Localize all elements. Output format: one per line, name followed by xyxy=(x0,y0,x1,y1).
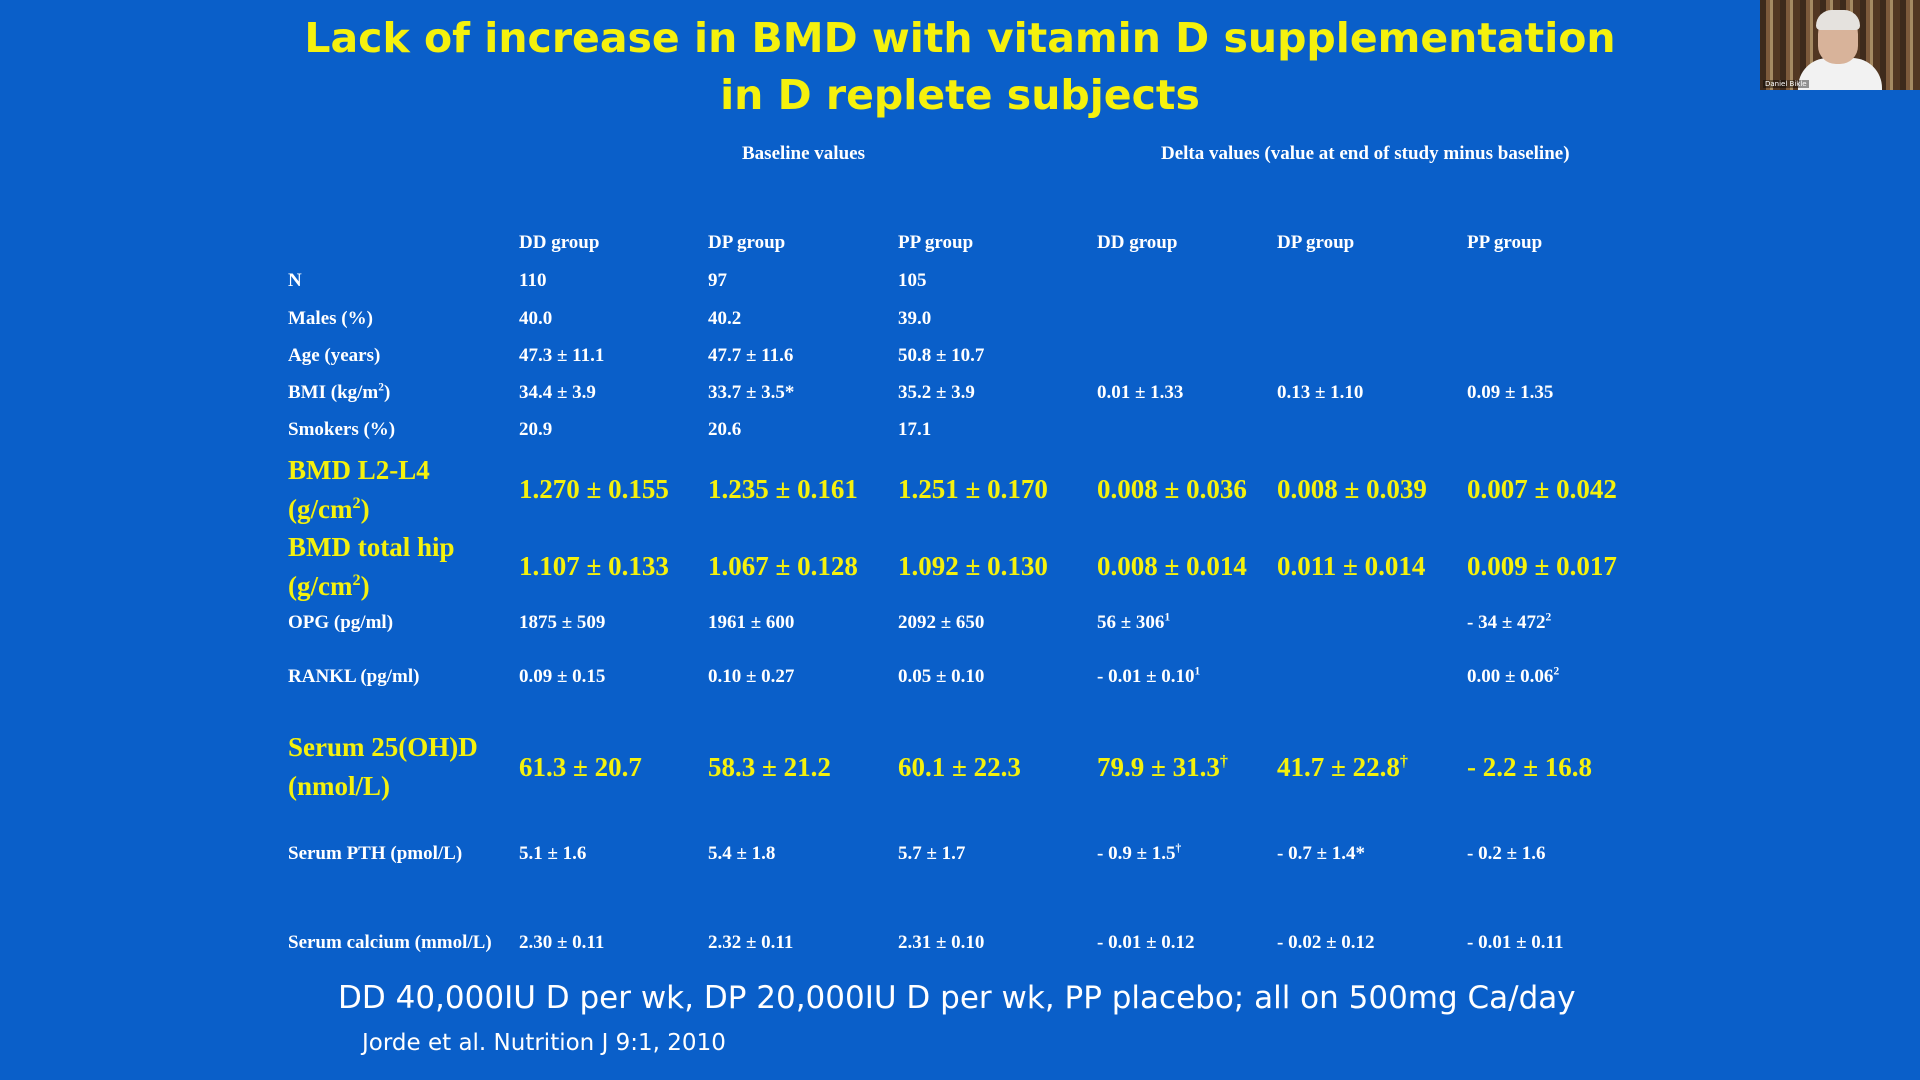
cell-pth-baseline-pp: 5.7 ± 1.7 xyxy=(898,843,966,864)
speaker-name-label: Daniel Bikle xyxy=(1763,80,1809,88)
cell-n-baseline-dp: 97 xyxy=(708,270,727,291)
cell-rankl-delta-pp: 0.00 ± 0.062 xyxy=(1467,665,1560,687)
row-label-rankl: RANKL (pg/ml) xyxy=(288,666,420,687)
row-label-opg: OPG (pg/ml) xyxy=(288,612,394,633)
cell-bmd-hip-delta-dd: 0.008 ± 0.014 xyxy=(1097,551,1247,581)
webcam-thumbnail[interactable]: Daniel Bikle xyxy=(1760,0,1920,90)
cell-bmd-l2-l4-baseline-pp: 1.251 ± 0.170 xyxy=(898,474,1048,504)
speaker-hair xyxy=(1816,10,1860,30)
cell-bmd-l2-l4-delta-dp: 0.008 ± 0.039 xyxy=(1277,474,1427,504)
cell-bmd-hip-delta-dp: 0.011 ± 0.014 xyxy=(1277,551,1426,581)
cell-calcium-delta-dp: - 0.02 ± 0.12 xyxy=(1277,932,1375,953)
cell-25ohd-baseline-dd: 61.3 ± 20.7 xyxy=(519,752,642,782)
row-label-serum-calcium: Serum calcium (mmol/L) xyxy=(288,932,492,953)
cell-bmd-l2-l4-delta-dd: 0.008 ± 0.036 xyxy=(1097,474,1247,504)
cell-rankl-baseline-pp: 0.05 ± 0.10 xyxy=(898,666,985,687)
cell-25ohd-baseline-dp: 58.3 ± 21.2 xyxy=(708,752,831,782)
cell-bmd-hip-baseline-dd: 1.107 ± 0.133 xyxy=(519,551,669,581)
row-label-bmd-l2-l4: BMD L2-L4 (g/cm2) xyxy=(288,455,430,524)
cell-calcium-baseline-dd: 2.30 ± 0.11 xyxy=(519,932,605,953)
row-label-bmi: BMI (kg/m2) xyxy=(288,381,391,403)
cell-opg-delta-dd: 56 ± 3061 xyxy=(1097,611,1171,633)
cell-age-baseline-pp: 50.8 ± 10.7 xyxy=(898,345,985,366)
cell-bmd-hip-delta-pp: 0.009 ± 0.017 xyxy=(1467,551,1617,581)
cell-n-baseline-dd: 110 xyxy=(519,270,547,291)
cell-25ohd-delta-dp: 41.7 ± 22.8† xyxy=(1277,752,1408,782)
cell-calcium-baseline-dp: 2.32 ± 0.11 xyxy=(708,932,794,953)
cell-opg-baseline-dd: 1875 ± 509 xyxy=(519,612,606,633)
slide-title: Lack of increase in BMD with vitamin D s… xyxy=(304,14,1616,119)
cell-n-baseline-pp: 105 xyxy=(898,270,927,291)
row-label-serum-pth: Serum PTH (pmol/L) xyxy=(288,843,463,864)
cell-smokers-baseline-dd: 20.9 xyxy=(519,419,553,440)
cell-25ohd-baseline-pp: 60.1 ± 22.3 xyxy=(898,752,1021,782)
cell-opg-baseline-pp: 2092 ± 650 xyxy=(898,612,985,633)
cell-age-baseline-dp: 47.7 ± 11.6 xyxy=(708,345,794,366)
cell-calcium-baseline-pp: 2.31 ± 0.10 xyxy=(898,932,985,953)
cell-bmi-baseline-pp: 35.2 ± 3.9 xyxy=(898,382,975,403)
cell-bmd-l2-l4-baseline-dd: 1.270 ± 0.155 xyxy=(519,474,669,504)
row-label-n: N xyxy=(288,270,302,291)
dosing-footnote: DD 40,000IU D per wk, DP 20,000IU D per … xyxy=(338,980,1576,1016)
cell-males-baseline-dd: 40.0 xyxy=(519,308,553,329)
row-label-bmd-total-hip: BMD total hip (g/cm2) xyxy=(288,532,455,601)
row-label-age: Age (years) xyxy=(288,345,381,366)
row-label-males: Males (%) xyxy=(288,308,373,329)
cell-rankl-delta-dd: - 0.01 ± 0.101 xyxy=(1097,665,1201,687)
col-header-baseline-dp: DP group xyxy=(708,232,786,253)
cell-smokers-baseline-dp: 20.6 xyxy=(708,419,742,440)
row-label-smokers: Smokers (%) xyxy=(288,419,396,440)
cell-bmi-delta-dp: 0.13 ± 1.10 xyxy=(1277,382,1364,403)
cell-pth-delta-dp: - 0.7 ± 1.4* xyxy=(1277,843,1366,864)
cell-males-baseline-dp: 40.2 xyxy=(708,308,742,329)
cell-age-baseline-dd: 47.3 ± 11.1 xyxy=(519,345,605,366)
cell-bmi-delta-dd: 0.01 ± 1.33 xyxy=(1097,382,1184,403)
cell-bmi-baseline-dp: 33.7 ± 3.5* xyxy=(708,382,795,403)
cell-pth-baseline-dp: 5.4 ± 1.8 xyxy=(708,843,776,864)
cell-males-baseline-pp: 39.0 xyxy=(898,308,932,329)
cell-bmi-delta-pp: 0.09 ± 1.35 xyxy=(1467,382,1554,403)
row-label-serum-25ohd: Serum 25(OH)D (nmol/L) xyxy=(288,732,478,801)
cell-opg-baseline-dp: 1961 ± 600 xyxy=(708,612,795,633)
cell-bmi-baseline-dd: 34.4 ± 3.9 xyxy=(519,382,596,403)
col-header-delta-dd: DD group xyxy=(1097,232,1178,253)
cell-25ohd-delta-dd: 79.9 ± 31.3† xyxy=(1097,752,1228,782)
cell-25ohd-delta-pp: - 2.2 ± 16.8 xyxy=(1467,752,1593,782)
citation: Jorde et al. Nutrition J 9:1, 2010 xyxy=(362,1030,726,1056)
cell-calcium-delta-dd: - 0.01 ± 0.12 xyxy=(1097,932,1195,953)
cell-pth-delta-pp: - 0.2 ± 1.6 xyxy=(1467,843,1546,864)
cell-bmd-l2-l4-baseline-dp: 1.235 ± 0.161 xyxy=(708,474,858,504)
cell-pth-delta-dd: - 0.9 ± 1.5† xyxy=(1097,842,1182,864)
cell-bmd-hip-baseline-pp: 1.092 ± 0.130 xyxy=(898,551,1048,581)
col-header-baseline-dd: DD group xyxy=(519,232,600,253)
cell-bmd-hip-baseline-dp: 1.067 ± 0.128 xyxy=(708,551,858,581)
cell-rankl-baseline-dd: 0.09 ± 0.15 xyxy=(519,666,606,687)
cell-rankl-baseline-dp: 0.10 ± 0.27 xyxy=(708,666,795,687)
delta-header: Delta values (value at end of study minu… xyxy=(1161,143,1570,164)
col-header-baseline-pp: PP group xyxy=(898,232,974,253)
cell-pth-baseline-dd: 5.1 ± 1.6 xyxy=(519,843,587,864)
cell-opg-delta-pp: - 34 ± 4722 xyxy=(1467,611,1552,633)
col-header-delta-pp: PP group xyxy=(1467,232,1543,253)
col-header-delta-dp: DP group xyxy=(1277,232,1355,253)
cell-smokers-baseline-pp: 17.1 xyxy=(898,419,932,440)
cell-calcium-delta-pp: - 0.01 ± 0.11 xyxy=(1467,932,1564,953)
cell-bmd-l2-l4-delta-pp: 0.007 ± 0.042 xyxy=(1467,474,1617,504)
baseline-header: Baseline values xyxy=(742,143,865,164)
